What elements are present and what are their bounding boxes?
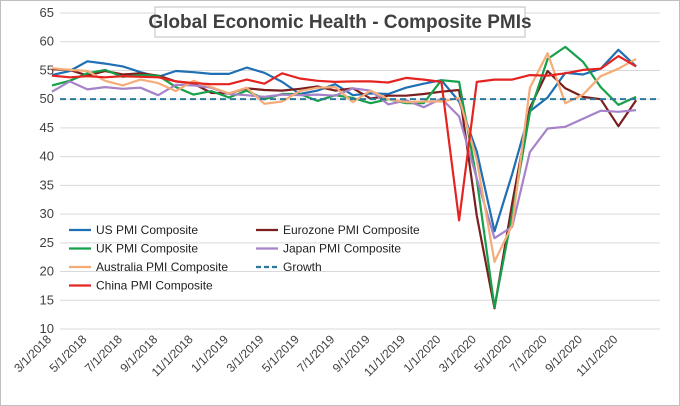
y-tick-label: 20 xyxy=(40,264,54,279)
y-tick-label: 50 xyxy=(40,91,54,106)
legend-label-us-pmi-composite: US PMI Composite xyxy=(96,223,198,237)
y-tick-label: 35 xyxy=(40,177,54,192)
chart-title: Global Economic Health - Composite PMIs xyxy=(148,12,531,33)
china-pmi-composite-line xyxy=(51,54,637,222)
australia-pmi-composite-line xyxy=(51,52,637,263)
legend-label-uk-pmi-composite: UK PMI Composite xyxy=(96,242,198,256)
y-tick-label: 55 xyxy=(40,62,54,77)
y-tick-label: 25 xyxy=(40,235,54,250)
japan-pmi-composite-line xyxy=(51,80,637,240)
chart-title-box: Global Economic Health - Composite PMIs xyxy=(148,6,532,38)
legend-label-japan-pmi-composite: Japan PMI Composite xyxy=(283,242,401,256)
legend-label-australia-pmi-composite: Australia PMI Composite xyxy=(96,260,228,274)
y-tick-label: 60 xyxy=(40,34,54,49)
y-axis-ticks: 10 15 20 25 30 35 40 45 50 55 60 65 xyxy=(40,5,54,336)
y-tick-label: 10 xyxy=(40,321,54,336)
uk-pmi-composite-line xyxy=(51,45,637,309)
y-tick-label: 15 xyxy=(40,292,54,307)
y-tick-label: 30 xyxy=(40,206,54,221)
legend-label-eurozone-pmi-composite: Eurozone PMI Composite xyxy=(283,223,420,237)
y-tick-label: 65 xyxy=(40,5,54,20)
legend-label-growth: Growth xyxy=(283,260,322,274)
legend-label-china-pmi-composite: China PMI Composite xyxy=(96,279,213,293)
chart-legend: US PMI Composite Eurozone PMI Composite UK… xyxy=(69,223,420,293)
y-tick-label: 45 xyxy=(40,120,54,135)
y-tick-label: 40 xyxy=(40,149,54,164)
title-box-border xyxy=(154,6,526,38)
series-lines xyxy=(51,45,660,310)
